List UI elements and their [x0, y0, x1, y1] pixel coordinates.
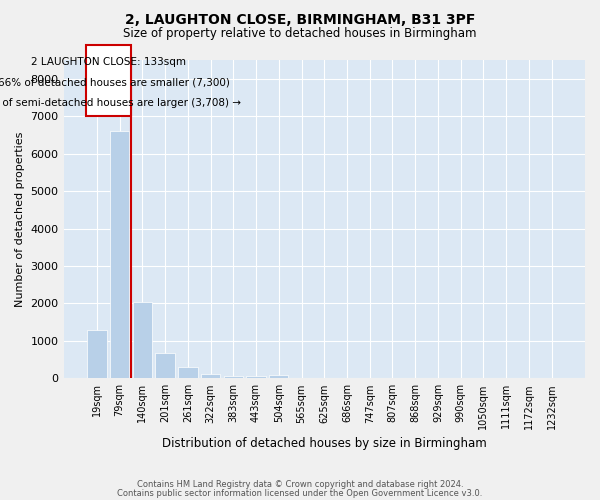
- Text: 2 LAUGHTON CLOSE: 133sqm: 2 LAUGHTON CLOSE: 133sqm: [31, 57, 186, 67]
- Bar: [224, 376, 243, 378]
- Bar: [155, 353, 175, 378]
- Bar: [201, 374, 220, 378]
- Bar: [87, 330, 107, 378]
- Text: Size of property relative to detached houses in Birmingham: Size of property relative to detached ho…: [123, 28, 477, 40]
- Text: Contains public sector information licensed under the Open Government Licence v3: Contains public sector information licen…: [118, 488, 482, 498]
- Text: ← 66% of detached houses are smaller (7,300): ← 66% of detached houses are smaller (7,…: [0, 78, 230, 88]
- Bar: [86, 45, 131, 116]
- Y-axis label: Number of detached properties: Number of detached properties: [15, 132, 25, 307]
- Bar: [247, 376, 266, 378]
- Bar: [110, 131, 130, 378]
- Bar: [133, 302, 152, 378]
- Bar: [269, 374, 289, 378]
- Text: 34% of semi-detached houses are larger (3,708) →: 34% of semi-detached houses are larger (…: [0, 98, 241, 108]
- Bar: [178, 368, 197, 378]
- Text: 2, LAUGHTON CLOSE, BIRMINGHAM, B31 3PF: 2, LAUGHTON CLOSE, BIRMINGHAM, B31 3PF: [125, 12, 475, 26]
- Text: Contains HM Land Registry data © Crown copyright and database right 2024.: Contains HM Land Registry data © Crown c…: [137, 480, 463, 489]
- X-axis label: Distribution of detached houses by size in Birmingham: Distribution of detached houses by size …: [162, 437, 487, 450]
